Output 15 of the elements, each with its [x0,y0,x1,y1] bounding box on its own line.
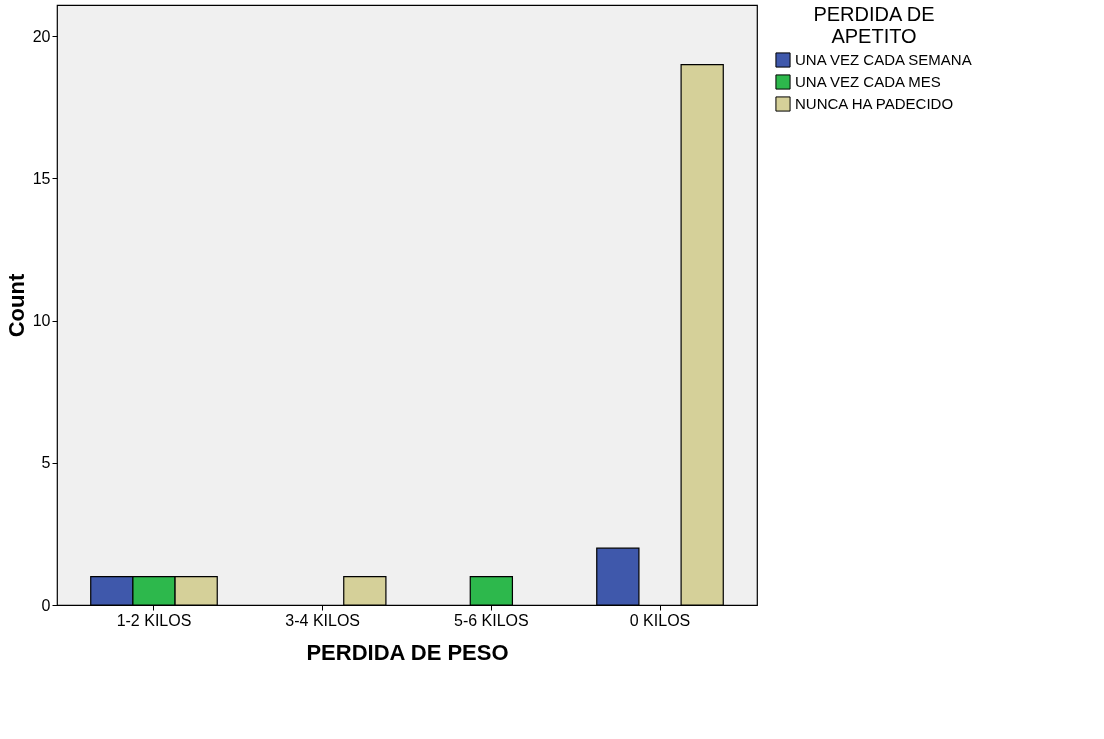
legend-label: UNA VEZ CADA MES [795,73,941,90]
legend-title: PERDIDA DE APETITO [813,3,935,47]
x-axis-title: PERDIDA DE PESO [306,639,509,665]
x-tick-label: 0 KILOS [629,611,691,629]
x-tick-label: 5-6 KILOS [453,611,529,629]
y-tick-label: 0 [41,596,51,614]
legend-label: NUNCA HA PADECIDO [795,95,954,112]
y-tick-label: 10 [32,312,51,330]
x-tick-label: 1-2 KILOS [116,611,192,629]
y-tick-label: 15 [32,169,51,187]
x-tick-label: 3-4 KILOS [285,611,361,629]
y-tick-label: 5 [41,454,51,472]
legend-label: UNA VEZ CADA SEMANA [795,51,972,68]
y-tick-label: 20 [32,27,51,45]
y-axis-title: Count [3,273,29,338]
